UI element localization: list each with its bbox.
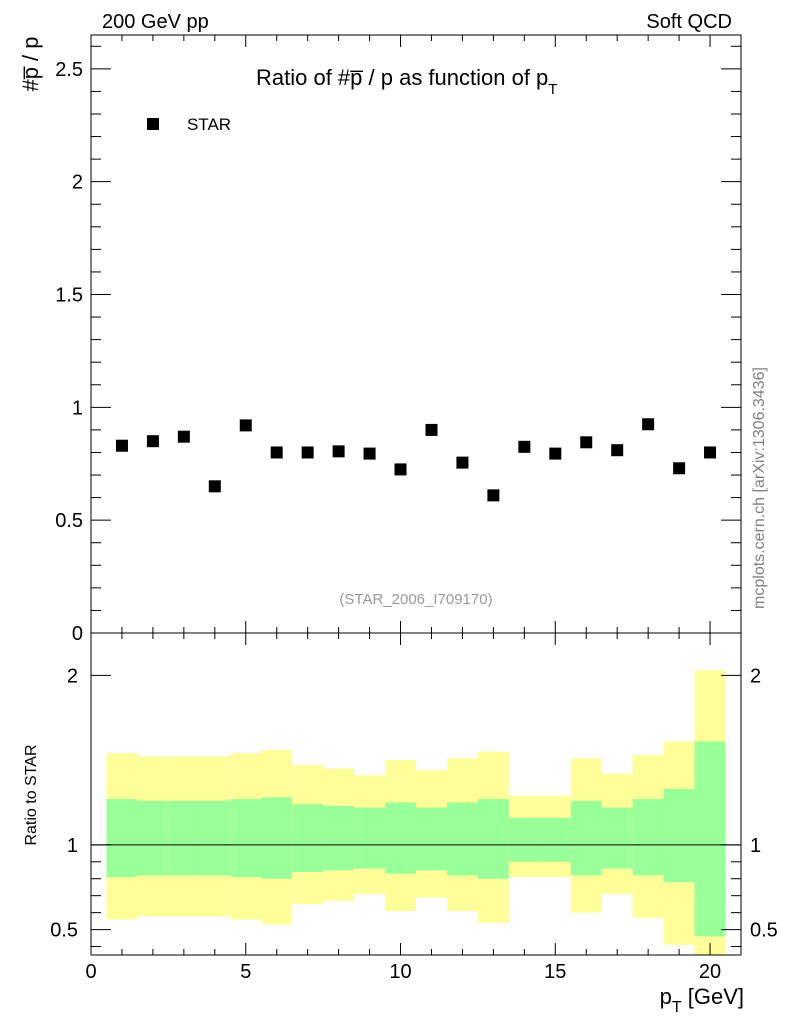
ratio-inner-band-bin [477,799,509,879]
ratio-inner-band-bin [570,800,602,876]
data-point-star [456,456,469,469]
main-y-tick-labels: 0.5 1 1.5 2 2.5 [55,59,83,532]
x-tick-label: 0 [85,961,96,983]
data-point-star [425,423,438,436]
main-data-markers [115,418,717,502]
legend-marker-star [147,118,159,130]
ratio-inner-band-bin [663,788,695,883]
analysis-label: (STAR_2006_I709170) [339,591,492,608]
ratio-inner-band-bin [292,804,324,872]
main-y-tick-label: 1.5 [55,285,83,307]
ratio-y-tick-labels: 0.5 0.5 1 1 2 2 [50,665,778,941]
main-y-tick-label: 2.5 [55,59,83,81]
data-point-star [208,480,221,493]
ratio-inner-band-bin [230,799,262,878]
data-point-star [549,447,562,460]
data-point-star [642,418,655,431]
ratio-y-tick-label-left: 2 [67,665,78,687]
main-title-text: Ratio of #p̅ / p as function of p [256,65,548,90]
x-axis-label-main: p [660,984,672,1009]
ratio-panel: 0.5 0.5 1 1 2 2 0 5 10 15 20 Ratio to STAR pT [Ge… [23,632,778,1016]
data-point-star [487,489,500,502]
data-point-star [611,444,624,457]
ratio-inner-band-bin [261,797,293,879]
main-y-tick-label: 1 [72,397,83,419]
ratio-inner-band-bin [508,817,540,862]
main-title-subscript: T [548,81,557,98]
ratio-y-axis-label: Ratio to STAR [23,744,40,845]
data-point-star [580,436,593,449]
header-left: 200 GeV pp [102,11,209,33]
data-point-star [270,446,283,459]
data-point-star [704,446,717,459]
legend-label-star: STAR [187,115,231,134]
ratio-inner-band-bin [354,807,386,869]
x-tick-label: 5 [240,961,251,983]
main-y-zero-label: 0 [72,623,83,645]
x-tick-label: 15 [544,961,566,983]
x-axis-label: pT [GeV] [660,984,744,1016]
data-point-star [301,446,314,459]
ratio-inner-band-bin [694,741,726,937]
ratio-inner-band-bin [601,807,633,869]
ratio-y-tick-label-left: 1 [67,835,78,857]
data-point-star [332,445,345,458]
ratio-y-tick-label-left: 0.5 [50,920,78,942]
data-point-star [673,462,686,475]
ratio-inner-band-bin [385,802,416,874]
main-title: Ratio of #p̅ / p as function of pT [256,65,557,98]
x-tick-label: 10 [389,961,411,983]
ratio-inner-band-bin [323,805,355,871]
ratio-y-tick-label-right: 0.5 [750,920,778,942]
data-point-star [146,435,159,448]
ratio-y-tick-label-right: 1 [750,835,761,857]
ratio-frame [90,632,742,956]
data-point-star [363,447,376,460]
ratio-uncertainty-bands [106,670,726,955]
data-point-star [177,430,190,443]
ratio-inner-band-bin [416,807,447,871]
x-axis-label-subscript: T [672,999,682,1016]
ratio-inner-band-bin [632,799,664,876]
x-tick-label: 20 [699,961,721,983]
header-right: Soft QCD [646,11,732,33]
ratio-inner-band-bin [168,800,200,876]
ratio-inner-band-bin [446,802,478,876]
ratio-inner-band-bin [199,800,231,876]
main-y-tick-label: 0.5 [55,510,83,532]
data-point-star [518,440,531,453]
data-point-star [394,463,407,476]
x-axis-label-unit: [GeV] [682,984,744,1009]
ratio-y-tick-label-right: 2 [750,665,761,687]
ratio-inner-band-bin [106,799,138,878]
side-credit: mcplots.cern.ch [arXiv:1306.3436] [751,367,768,609]
ratio-inner-band-bin [539,817,571,862]
main-y-tick-label: 2 [72,172,83,194]
main-y-axis-label: #p̅ / p [18,36,43,91]
x-tick-labels: 0 5 10 15 20 [85,961,721,983]
ratio-inner-band-bin [137,800,169,876]
main-panel: 0.5 1 1.5 2 2.5 0 Ratio of #p̅ / p as functi… [18,34,742,645]
data-point-star [115,439,128,452]
data-point-star [239,419,252,432]
